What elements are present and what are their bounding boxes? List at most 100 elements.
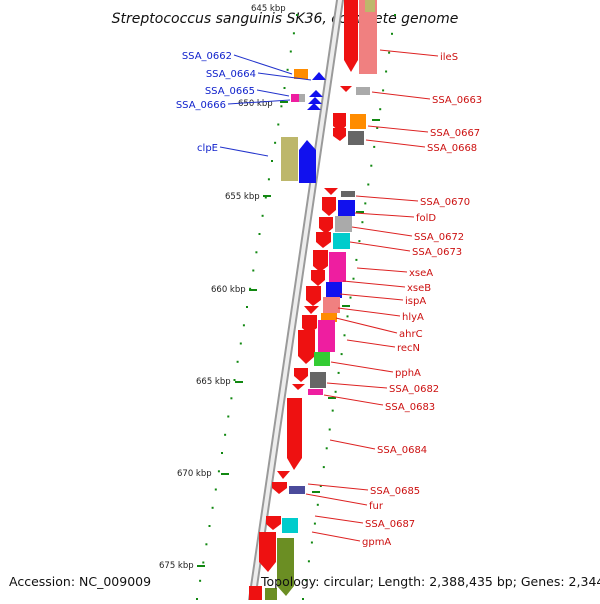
gene-label-SSA_0663[interactable]: SSA_0663	[432, 95, 482, 106]
gene-pphA-arrow[interactable]	[294, 368, 308, 382]
gene-label-SSA_0665[interactable]: SSA_0665	[205, 86, 255, 97]
gene-label-ispA[interactable]: ispA	[405, 296, 426, 307]
gene-label-SSA_0666[interactable]: SSA_0666	[176, 100, 226, 111]
gene-label-SSA_0673[interactable]: SSA_0673	[412, 247, 462, 258]
gene-SSA_0685-arrow[interactable]	[277, 471, 290, 479]
gene-xseB-arrow[interactable]	[311, 270, 325, 286]
gene-label-SSA_0667[interactable]: SSA_0667	[430, 128, 480, 139]
gene-label-SSA_0670[interactable]: SSA_0670	[420, 197, 470, 208]
gene-label-ahrC[interactable]: ahrC	[399, 329, 423, 340]
gene-label-pphA[interactable]: pphA	[395, 368, 421, 379]
gene-SSA_0684-arrow[interactable]	[287, 398, 302, 470]
gene-bottom-arrow[interactable]	[249, 586, 262, 600]
gene-SSA_0670-box[interactable]	[341, 191, 355, 197]
gene-SSA_0663-arrow[interactable]	[340, 86, 352, 92]
gene-label-SSA_0685[interactable]: SSA_0685	[370, 486, 420, 497]
gene-SSA_0667-arrow[interactable]	[333, 113, 346, 132]
ruler-right-dot	[382, 89, 385, 92]
gene-label-SSA_0682[interactable]: SSA_0682	[389, 384, 439, 395]
ruler-left-dot	[224, 433, 227, 436]
ruler-left-dot	[242, 324, 245, 327]
gene-gpmA-arrow[interactable]	[259, 532, 276, 572]
gene-pphA-box[interactable]	[314, 352, 330, 366]
genome-backbone	[248, 0, 344, 600]
gene-SSA_0673-box[interactable]	[333, 233, 350, 249]
gene-folD-arrow[interactable]	[322, 197, 336, 216]
gene-ispA-box[interactable]	[323, 297, 340, 313]
gene-label-hlyA[interactable]: hlyA	[402, 312, 424, 323]
scale-label-670: 670 kbp	[177, 469, 212, 479]
gene-xseA-arrow[interactable]	[313, 250, 328, 272]
ruler-left-dot	[261, 214, 264, 217]
gene-SSA_0667-box[interactable]	[350, 114, 366, 129]
gene-ileS-box-2[interactable]	[365, 0, 375, 12]
gene-SSA_0665-box-a[interactable]	[291, 94, 299, 102]
gene-ileS-box[interactable]	[359, 0, 377, 74]
gene-label-clpE[interactable]: clpE	[197, 143, 218, 154]
gene-label-ileS[interactable]: ileS	[440, 52, 458, 63]
gene-SSA_0682-arrow[interactable]	[292, 384, 305, 390]
gene-label-SSA_0668[interactable]: SSA_0668	[427, 143, 477, 154]
gene-SSA_0683-box[interactable]	[308, 389, 323, 395]
gene-features-forward	[281, 69, 326, 183]
gene-SSA_0682-box[interactable]	[310, 372, 326, 388]
gene-hlyA-box[interactable]	[321, 313, 337, 322]
gene-SSA_0673-arrow[interactable]	[316, 232, 331, 248]
gene-ispA-arrow[interactable]	[306, 286, 321, 306]
gene-clpE-arrow[interactable]	[299, 140, 316, 183]
gene-label-xseB[interactable]: xseB	[407, 283, 431, 294]
gene-hlyA-arrow[interactable]	[304, 306, 319, 314]
gene-ahrC-arrow[interactable]	[302, 315, 317, 334]
gene-SSA_0663-box[interactable]	[356, 87, 370, 95]
ruler-left-dot	[208, 525, 211, 527]
gene-fur-arrow[interactable]	[272, 482, 287, 494]
gene-gpmA-box[interactable]	[277, 538, 294, 596]
gene-xseB-box[interactable]	[326, 282, 342, 298]
gene-label-SSA_0664[interactable]: SSA_0664	[206, 69, 256, 80]
ruler-left-dot	[202, 561, 205, 564]
gene-SSA_0662-box[interactable]	[294, 69, 308, 79]
gene-SSA_0672-box[interactable]	[335, 216, 352, 232]
ruler-right-dot	[334, 390, 337, 393]
gene-SSA_0670-arrow[interactable]	[324, 188, 338, 195]
gene-xseA-box[interactable]	[329, 252, 346, 282]
gene-ileS-arrow[interactable]	[344, 0, 358, 72]
ruler-left-dot	[274, 141, 277, 144]
gene-label-xseA[interactable]: xseA	[409, 268, 433, 279]
gene-label-SSA_0687[interactable]: SSA_0687	[365, 519, 415, 530]
ruler-right-dot	[305, 579, 307, 582]
scale-label-675: 675 kbp	[159, 561, 194, 571]
gene-SSA_0672-arrow[interactable]	[319, 217, 333, 234]
ruler-right-dot	[319, 485, 322, 487]
gene-SSA_0666-arrow-2[interactable]	[307, 103, 321, 110]
ruler-right-dot	[370, 164, 373, 167]
gene-features-boxes	[265, 0, 377, 600]
gene-SSA_0665-arrow[interactable]	[309, 90, 323, 97]
gene-folD-box[interactable]	[338, 200, 355, 216]
gene-SSA_0666-arrow[interactable]	[308, 97, 322, 104]
gene-label-fur[interactable]: fur	[369, 501, 384, 512]
gene-SSA_0664-arrow[interactable]	[312, 72, 326, 80]
gene-recN-arrow[interactable]	[298, 330, 315, 364]
gene-label-folD[interactable]: folD	[416, 213, 436, 224]
gene-SSA_0667b-arrow[interactable]	[333, 128, 346, 141]
gene-label-SSA_0683[interactable]: SSA_0683	[385, 402, 435, 413]
gene-SSA_0665-box-b[interactable]	[299, 94, 305, 102]
ruler-left-dot	[211, 506, 214, 509]
gene-label-recN[interactable]: recN	[397, 343, 420, 354]
scale-labels: 645 kbp 650 kbp 655 kbp 660 kbp 665 kbp …	[159, 4, 288, 571]
ruler-right-dot	[358, 240, 361, 243]
gene-SSA_0668-box[interactable]	[348, 131, 364, 145]
gene-bottom-box[interactable]	[265, 588, 277, 600]
gene-recN-box[interactable]	[318, 320, 335, 352]
scale-ruler	[196, 14, 396, 600]
gene-label-SSA_0672[interactable]: SSA_0672	[414, 232, 464, 243]
gene-SSA_0687-box[interactable]	[282, 518, 298, 533]
gene-label-SSA_0662[interactable]: SSA_0662	[182, 51, 232, 62]
ruler-right-dot	[337, 371, 340, 374]
gene-clpE-box[interactable]	[281, 137, 298, 181]
gene-SSA_0687-arrow[interactable]	[266, 516, 281, 530]
gene-label-gpmA[interactable]: gpmA	[362, 537, 391, 548]
gene-label-SSA_0684[interactable]: SSA_0684	[377, 445, 427, 456]
gene-SSA_0685-box[interactable]	[289, 486, 305, 494]
